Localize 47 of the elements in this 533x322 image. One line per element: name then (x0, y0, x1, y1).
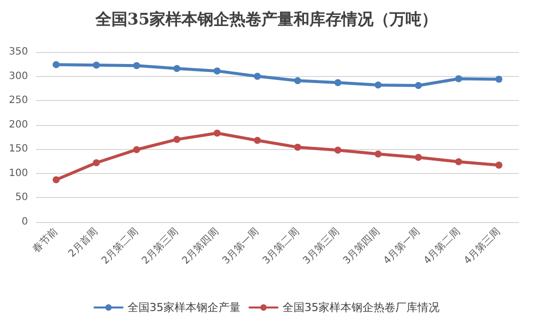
point (254, 72, 261, 80)
point (92, 62, 100, 69)
point (52, 176, 60, 184)
point (92, 159, 100, 166)
point (334, 79, 342, 86)
point (294, 144, 302, 151)
x-tick-label: 3月第二周 (260, 225, 302, 267)
y-tick-label: 350 (8, 46, 28, 58)
legend-label: 全国35家样本钢企热卷厂库情况 (282, 301, 440, 314)
x-tick-label: 4月第一周 (381, 225, 422, 267)
point (334, 146, 342, 154)
point (294, 77, 302, 84)
point (173, 65, 180, 72)
y-tick-label: 100 (8, 168, 28, 179)
x-tick-label: 4月第二周 (421, 225, 463, 267)
point (495, 76, 502, 83)
y-tick-label: 200 (8, 119, 28, 130)
y-tick-label: 300 (8, 70, 28, 82)
point (173, 136, 180, 143)
point (374, 82, 382, 89)
x-tick-label: 2月第二周 (99, 225, 141, 267)
x-tick-label: 春节前 (30, 225, 60, 256)
point (214, 67, 221, 74)
x-tick-label: 3月第一周 (220, 225, 262, 267)
x-tick-label: 2月首周 (66, 225, 100, 260)
chart-title: 全国35家样本钢企热卷产量和库存情况（万吨） (94, 10, 438, 28)
y-tick-label: 0 (22, 216, 28, 228)
y-tick-label: 50 (15, 192, 28, 204)
x-tick-label: 2月第三周 (140, 225, 181, 267)
y-tick-label: 250 (8, 95, 28, 106)
point (133, 62, 140, 70)
point (52, 61, 60, 68)
legend-label: 全国35家样本钢企产量 (128, 301, 241, 314)
x-tick-label: 3月第三周 (300, 225, 342, 267)
point (414, 154, 422, 161)
point (414, 82, 422, 90)
point (133, 146, 140, 154)
point (455, 158, 462, 166)
point (254, 136, 261, 144)
x-tick-label: 4月第三周 (462, 225, 503, 267)
x-tick-label: 2月第四周 (180, 225, 222, 267)
point (214, 130, 221, 137)
point (495, 162, 502, 169)
x-tick-label: 3月第四周 (340, 225, 382, 267)
point (455, 75, 462, 82)
y-tick-label: 150 (8, 144, 28, 155)
point (374, 150, 382, 158)
